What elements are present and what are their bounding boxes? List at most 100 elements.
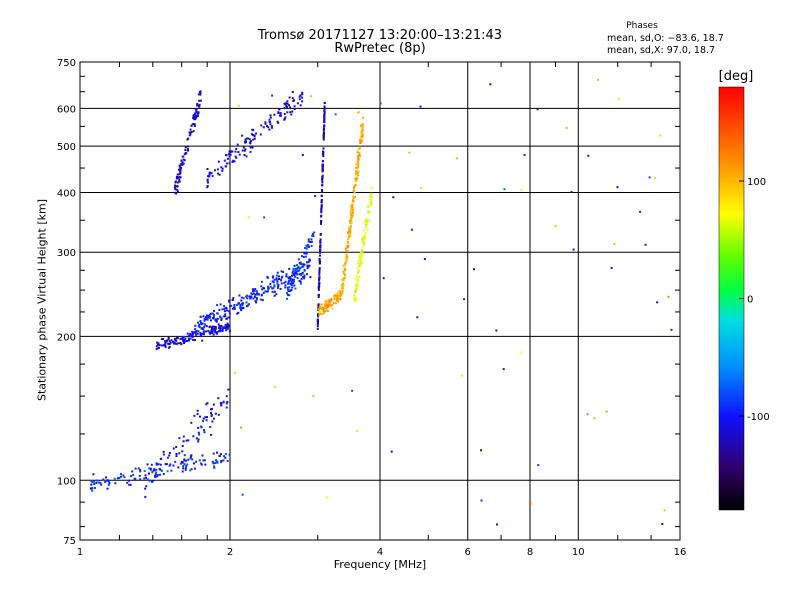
data-point (254, 288, 257, 290)
data-point (356, 430, 359, 433)
data-point (316, 314, 319, 317)
data-point (348, 220, 351, 223)
data-point (203, 323, 206, 326)
data-point (252, 292, 255, 295)
data-point (207, 181, 209, 184)
data-point (340, 291, 343, 294)
data-point (182, 162, 185, 165)
data-point (306, 267, 309, 270)
data-point (96, 479, 98, 482)
data-point (318, 305, 321, 308)
data-point (370, 187, 373, 190)
data-point (347, 226, 350, 229)
data-point (323, 127, 326, 130)
data-point (294, 267, 297, 270)
data-point (616, 186, 619, 189)
data-point (182, 435, 185, 438)
data-point (303, 274, 306, 277)
data-point (240, 426, 242, 429)
data-point (349, 235, 352, 238)
data-point (254, 300, 257, 303)
data-point (253, 137, 256, 140)
data-point (276, 282, 279, 285)
data-point (318, 267, 321, 270)
data-point (318, 269, 321, 272)
data-point (206, 186, 209, 189)
data-point (269, 123, 272, 126)
data-point (159, 463, 162, 466)
data-point (218, 330, 220, 333)
data-point (156, 341, 159, 344)
data-point (262, 291, 265, 294)
data-point (198, 325, 201, 328)
data-point (210, 172, 213, 175)
data-point (319, 303, 322, 306)
data-point (200, 333, 203, 335)
data-point (307, 238, 310, 241)
data-point (225, 329, 228, 332)
y-tick-label: 300 (57, 248, 76, 259)
data-point (213, 330, 216, 333)
data-point (188, 339, 190, 342)
data-point (351, 201, 354, 204)
data-point (129, 483, 132, 486)
data-point (159, 468, 162, 471)
colorbar-tick-label: 0 (747, 295, 753, 306)
data-point (156, 343, 159, 346)
data-point (345, 255, 348, 258)
data-point (234, 150, 237, 153)
data-point (259, 133, 262, 136)
data-point (345, 249, 348, 252)
data-point (292, 272, 295, 275)
data-point (228, 150, 231, 153)
data-point (317, 294, 320, 297)
data-point (201, 454, 204, 457)
data-point (230, 304, 233, 307)
data-point (180, 337, 183, 340)
data-point (271, 126, 273, 129)
data-point (335, 299, 338, 302)
data-point (195, 115, 198, 117)
data-point (195, 108, 198, 111)
data-point (210, 433, 213, 436)
data-point (168, 454, 171, 457)
data-point (194, 467, 196, 470)
data-point (191, 458, 194, 461)
data-point (160, 344, 163, 347)
data-point (296, 277, 299, 280)
data-point (212, 452, 215, 455)
data-point (273, 278, 276, 281)
data-point (94, 487, 96, 489)
data-point (326, 306, 329, 309)
data-point (228, 153, 231, 156)
data-point (347, 241, 350, 244)
data-point (212, 328, 215, 331)
data-point (221, 169, 224, 172)
data-point (343, 267, 346, 270)
data-point (293, 105, 296, 108)
data-point (216, 168, 219, 171)
data-point (530, 502, 533, 505)
data-point (346, 257, 348, 260)
data-point (192, 123, 195, 126)
data-point (220, 319, 223, 321)
data-point (179, 170, 182, 173)
data-point (366, 228, 369, 231)
data-point (160, 338, 163, 341)
data-point (295, 272, 298, 275)
data-point (337, 294, 340, 297)
data-point (183, 338, 186, 341)
data-point (210, 408, 212, 411)
data-point (351, 214, 354, 217)
data-point (323, 117, 326, 120)
data-point (213, 465, 215, 468)
data-point (354, 300, 356, 303)
data-point (410, 228, 413, 231)
data-point (181, 337, 184, 340)
data-point (319, 312, 322, 315)
data-point (318, 308, 321, 311)
data-point (291, 271, 294, 274)
data-point (164, 463, 167, 466)
data-point (186, 463, 189, 466)
data-point (358, 264, 361, 267)
